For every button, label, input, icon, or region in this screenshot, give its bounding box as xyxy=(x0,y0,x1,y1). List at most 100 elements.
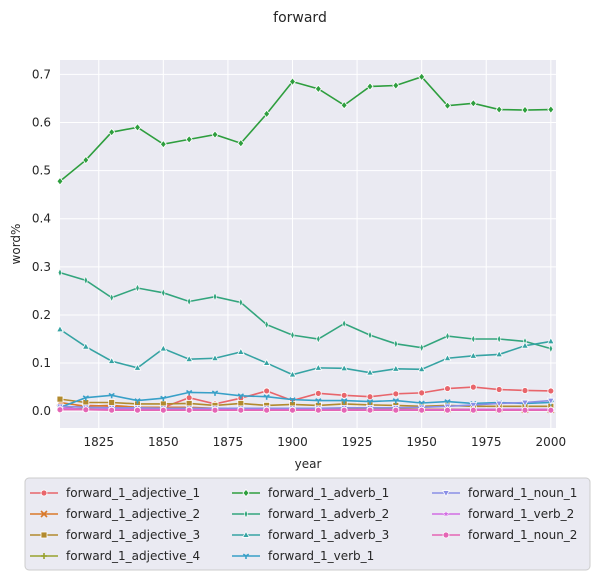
data-point xyxy=(547,406,555,414)
data-point xyxy=(495,400,504,408)
data-point xyxy=(417,364,426,373)
data-point xyxy=(242,553,250,559)
data-point xyxy=(263,109,271,119)
data-point xyxy=(242,530,250,538)
series-line xyxy=(59,75,551,182)
data-point xyxy=(314,406,322,414)
data-point xyxy=(236,347,245,355)
legend-item: forward_1_adverb_1 xyxy=(232,486,389,500)
data-point xyxy=(108,127,116,137)
y-tick-label: 0.3 xyxy=(32,260,51,274)
data-point xyxy=(418,406,426,414)
data-point xyxy=(237,406,245,414)
data-point xyxy=(108,406,116,414)
y-tick-label: 0.4 xyxy=(32,212,51,226)
series-forward_1_adverb_3 xyxy=(56,324,555,378)
x-tick-label: 1950 xyxy=(406,435,437,449)
data-point xyxy=(185,135,193,144)
data-point xyxy=(40,531,48,539)
data-point xyxy=(443,101,452,110)
data-point xyxy=(211,130,219,139)
data-point xyxy=(40,510,48,518)
y-tick-label: 0.0 xyxy=(32,404,51,418)
x-tick-label: 1825 xyxy=(83,435,114,449)
data-point xyxy=(108,392,115,399)
data-point xyxy=(315,398,322,404)
data-point xyxy=(392,398,399,404)
data-point xyxy=(212,292,218,302)
data-point xyxy=(107,356,116,364)
y-axis-label: word% xyxy=(9,224,23,265)
data-point xyxy=(57,268,63,278)
data-point xyxy=(469,406,477,414)
legend-label: forward_1_verb_2 xyxy=(468,507,574,521)
data-point xyxy=(444,406,451,414)
data-point xyxy=(82,406,90,414)
legend-item: forward_1_noun_1 xyxy=(432,486,577,500)
series-line xyxy=(59,271,552,350)
x-axis-label: year xyxy=(295,457,322,471)
y-tick-label: 0.6 xyxy=(32,116,51,130)
data-point xyxy=(186,389,193,396)
data-point xyxy=(341,398,348,404)
data-point xyxy=(264,319,269,330)
data-point xyxy=(135,283,140,293)
legend-label: forward_1_noun_1 xyxy=(468,486,577,500)
y-tick-label: 0.5 xyxy=(32,164,51,178)
y-tick-label: 0.2 xyxy=(32,308,51,322)
data-point xyxy=(444,385,451,392)
data-point xyxy=(82,395,89,401)
data-point xyxy=(469,351,478,359)
series-line xyxy=(59,399,551,410)
data-point xyxy=(289,397,296,403)
data-point xyxy=(521,341,529,349)
data-point xyxy=(392,390,400,398)
data-point xyxy=(83,275,88,285)
data-point xyxy=(340,100,348,110)
data-point xyxy=(160,395,167,402)
data-point xyxy=(41,553,47,559)
data-point xyxy=(393,339,398,349)
data-point xyxy=(82,155,90,165)
data-point xyxy=(495,386,503,393)
chart-title: forward xyxy=(273,10,327,26)
data-point xyxy=(133,363,142,371)
data-point xyxy=(288,77,297,86)
data-point xyxy=(521,406,529,414)
data-point xyxy=(316,334,321,344)
data-point xyxy=(314,363,323,371)
data-point xyxy=(161,288,166,298)
data-point xyxy=(211,406,219,414)
data-point xyxy=(366,368,374,376)
data-point xyxy=(109,293,114,303)
data-point xyxy=(340,363,349,372)
legend-item: forward_1_verb_2 xyxy=(432,507,574,521)
series-forward_1_adverb_1 xyxy=(56,72,555,186)
legend-box xyxy=(24,477,591,571)
legend-item: forward_1_adjective_2 xyxy=(30,507,200,521)
data-point xyxy=(211,390,219,396)
data-point xyxy=(495,105,503,114)
legend-item: forward_1_adjective_4 xyxy=(30,549,200,563)
data-point xyxy=(185,406,193,414)
y-tick-label: 0.1 xyxy=(32,356,51,370)
legend-label: forward_1_adverb_2 xyxy=(268,507,389,521)
data-point xyxy=(159,139,167,149)
data-point xyxy=(242,488,250,498)
legend-label: forward_1_adjective_2 xyxy=(66,507,200,521)
grid xyxy=(60,60,556,428)
data-point xyxy=(547,105,555,114)
series-line xyxy=(59,391,551,409)
data-point xyxy=(263,387,271,395)
data-point xyxy=(56,176,64,186)
data-point xyxy=(211,353,219,362)
legend-label: forward_1_adverb_1 xyxy=(268,486,389,500)
data-point xyxy=(289,406,296,414)
data-point xyxy=(340,406,348,414)
series-line xyxy=(59,328,551,376)
tick-labels: 1825 1850 1875 1900 1925 1950 1975 2000 0.0 0.1 0.… xyxy=(32,67,566,449)
legend-label: forward_1_verb_1 xyxy=(268,549,374,563)
data-point xyxy=(366,82,374,91)
data-point xyxy=(314,389,322,397)
